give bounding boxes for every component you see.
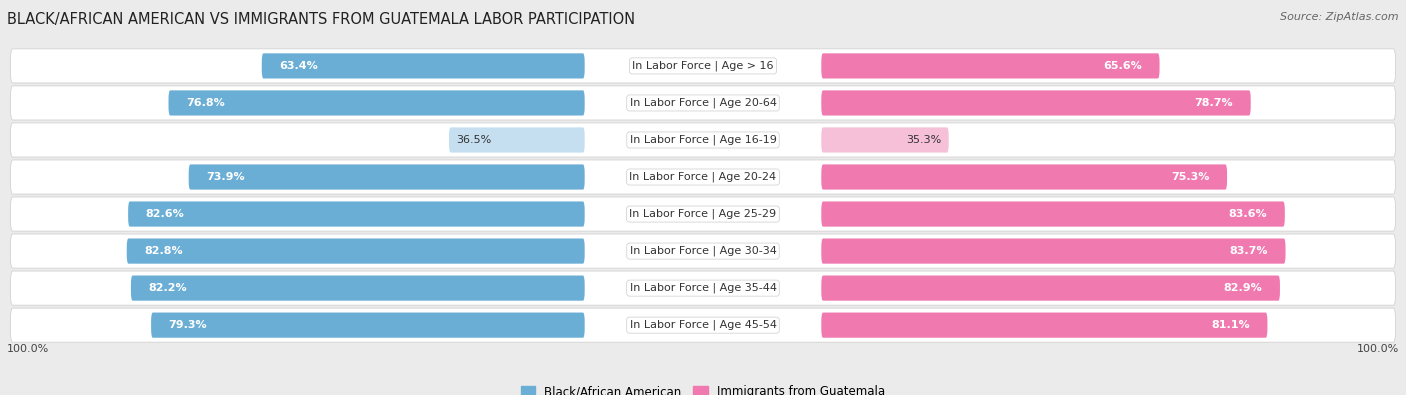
FancyBboxPatch shape xyxy=(10,49,1396,83)
FancyBboxPatch shape xyxy=(821,90,1251,116)
Text: 100.0%: 100.0% xyxy=(7,344,49,354)
FancyBboxPatch shape xyxy=(10,308,1396,342)
FancyBboxPatch shape xyxy=(10,160,1396,194)
Text: 75.3%: 75.3% xyxy=(1171,172,1209,182)
FancyBboxPatch shape xyxy=(821,128,949,152)
Text: In Labor Force | Age 30-34: In Labor Force | Age 30-34 xyxy=(630,246,776,256)
Text: Source: ZipAtlas.com: Source: ZipAtlas.com xyxy=(1281,12,1399,22)
FancyBboxPatch shape xyxy=(10,234,1396,268)
Text: In Labor Force | Age 25-29: In Labor Force | Age 25-29 xyxy=(630,209,776,219)
Text: In Labor Force | Age 45-54: In Labor Force | Age 45-54 xyxy=(630,320,776,330)
Text: 63.4%: 63.4% xyxy=(280,61,318,71)
FancyBboxPatch shape xyxy=(188,164,585,190)
FancyBboxPatch shape xyxy=(10,86,1396,120)
Text: 100.0%: 100.0% xyxy=(1357,344,1399,354)
Text: 82.9%: 82.9% xyxy=(1223,283,1263,293)
FancyBboxPatch shape xyxy=(821,53,1160,79)
FancyBboxPatch shape xyxy=(821,164,1227,190)
Text: 82.2%: 82.2% xyxy=(148,283,187,293)
Text: In Labor Force | Age > 16: In Labor Force | Age > 16 xyxy=(633,61,773,71)
Text: 83.6%: 83.6% xyxy=(1229,209,1267,219)
Text: 78.7%: 78.7% xyxy=(1195,98,1233,108)
FancyBboxPatch shape xyxy=(169,90,585,116)
FancyBboxPatch shape xyxy=(821,312,1267,338)
Text: 79.3%: 79.3% xyxy=(169,320,207,330)
FancyBboxPatch shape xyxy=(131,276,585,301)
Text: 73.9%: 73.9% xyxy=(207,172,245,182)
Text: 35.3%: 35.3% xyxy=(907,135,942,145)
FancyBboxPatch shape xyxy=(127,239,585,264)
Text: 65.6%: 65.6% xyxy=(1104,61,1142,71)
Text: 83.7%: 83.7% xyxy=(1230,246,1268,256)
FancyBboxPatch shape xyxy=(449,128,585,152)
Text: 81.1%: 81.1% xyxy=(1212,320,1250,330)
Text: In Labor Force | Age 20-64: In Labor Force | Age 20-64 xyxy=(630,98,776,108)
FancyBboxPatch shape xyxy=(10,271,1396,305)
Text: In Labor Force | Age 35-44: In Labor Force | Age 35-44 xyxy=(630,283,776,293)
Text: 36.5%: 36.5% xyxy=(456,135,491,145)
Legend: Black/African American, Immigrants from Guatemala: Black/African American, Immigrants from … xyxy=(516,380,890,395)
FancyBboxPatch shape xyxy=(150,312,585,338)
FancyBboxPatch shape xyxy=(10,123,1396,157)
Text: In Labor Force | Age 20-24: In Labor Force | Age 20-24 xyxy=(630,172,776,182)
FancyBboxPatch shape xyxy=(128,201,585,227)
FancyBboxPatch shape xyxy=(10,197,1396,231)
Text: 82.6%: 82.6% xyxy=(146,209,184,219)
FancyBboxPatch shape xyxy=(821,239,1285,264)
Text: BLACK/AFRICAN AMERICAN VS IMMIGRANTS FROM GUATEMALA LABOR PARTICIPATION: BLACK/AFRICAN AMERICAN VS IMMIGRANTS FRO… xyxy=(7,12,636,27)
FancyBboxPatch shape xyxy=(821,201,1285,227)
Text: 82.8%: 82.8% xyxy=(145,246,183,256)
FancyBboxPatch shape xyxy=(262,53,585,79)
Text: 76.8%: 76.8% xyxy=(186,98,225,108)
FancyBboxPatch shape xyxy=(821,276,1279,301)
Text: In Labor Force | Age 16-19: In Labor Force | Age 16-19 xyxy=(630,135,776,145)
